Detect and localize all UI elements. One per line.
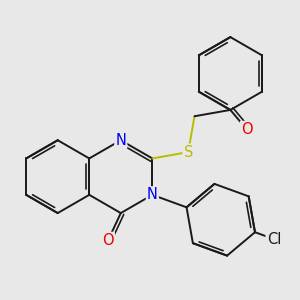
Text: Cl: Cl: [267, 232, 281, 247]
Text: S: S: [184, 145, 193, 160]
Text: O: O: [241, 122, 253, 137]
Text: N: N: [116, 133, 126, 148]
Text: O: O: [102, 233, 114, 248]
Text: N: N: [147, 188, 158, 202]
